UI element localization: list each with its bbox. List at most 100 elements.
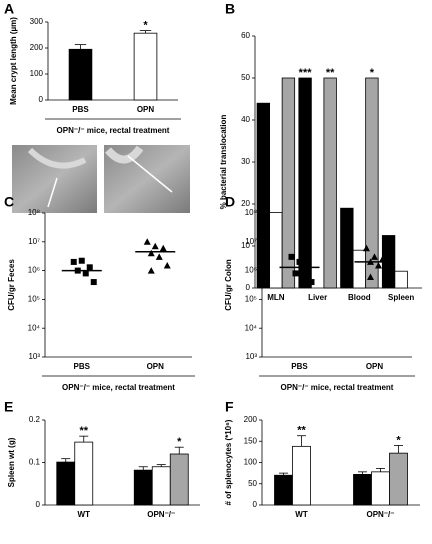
x-tick-label: OPN⁻/⁻ (147, 510, 175, 519)
significance: * (177, 436, 182, 448)
point (292, 270, 299, 277)
y-axis-label: Spleen wt (g) (7, 437, 16, 487)
significance: * (396, 434, 401, 446)
group-label: OPN⁻/⁻ mice, rectal treatment (62, 383, 175, 392)
y-tick-label: 50 (241, 73, 250, 82)
y-tick-label: 0 (253, 500, 258, 509)
bar (365, 77, 379, 289)
y-axis-label: Mean crypt length (µm) (9, 17, 18, 105)
point (151, 242, 159, 250)
point (367, 273, 374, 280)
y-tick-label: 50 (248, 479, 257, 488)
bar (256, 102, 271, 289)
arrow (127, 155, 173, 193)
point (90, 279, 97, 286)
significance: *** (299, 67, 313, 79)
x-tick-label: PBS (74, 362, 91, 371)
point (296, 258, 303, 265)
y-tick-label: 20 (241, 199, 250, 208)
bar (298, 77, 312, 289)
x-tick-label: Liver (308, 293, 327, 302)
y-tick-label: 30 (241, 157, 250, 166)
group-label: OPN⁻/⁻ mice, rectal treatment (57, 126, 170, 135)
point (288, 253, 295, 260)
y-tick-label: 100 (244, 458, 258, 467)
panel-letter: E (4, 399, 13, 415)
bar (56, 461, 76, 506)
point (300, 279, 307, 286)
y-tick-label: 200 (30, 43, 44, 52)
y-tick-label: 300 (30, 17, 44, 26)
arrow (47, 177, 58, 208)
significance: ** (326, 67, 335, 79)
bar (169, 453, 189, 506)
panel-letter: A (4, 1, 14, 17)
panel-letter: D (225, 194, 235, 210)
y-tick-label: 40 (241, 115, 250, 124)
micrograph (12, 145, 97, 213)
y-tick-label: 0 (36, 500, 41, 509)
x-tick-label: WT (78, 510, 91, 519)
point (308, 279, 315, 286)
y-axis-label: % bacterial translocation (219, 115, 228, 210)
x-tick-label: OPN (137, 105, 155, 114)
y-tick-label: 10⁷ (245, 237, 257, 246)
y-tick-label: 10⁵ (245, 295, 257, 304)
point (86, 264, 93, 271)
y-tick-label: 0 (246, 283, 251, 292)
y-tick-label: 10³ (245, 352, 257, 361)
y-tick-label: 10³ (28, 352, 40, 361)
x-tick-label: OPN (147, 362, 165, 371)
x-tick-label: Spleen (388, 293, 414, 302)
point (163, 262, 171, 269)
bar (133, 32, 158, 101)
y-tick-label: 0.2 (29, 415, 41, 424)
point (159, 244, 167, 252)
panel-letter: F (225, 399, 234, 415)
point (70, 258, 77, 265)
bar (352, 249, 367, 289)
bar (281, 77, 296, 289)
bar (394, 270, 408, 289)
panel-letter: B (225, 1, 235, 17)
significance: ** (79, 425, 88, 437)
micrograph-lumen (104, 145, 144, 164)
y-tick-label: 10⁸ (245, 208, 257, 217)
point (371, 253, 378, 260)
bar (340, 207, 354, 289)
bar (68, 48, 93, 101)
panel-letter: C (4, 194, 14, 210)
y-tick-label: 100 (30, 69, 44, 78)
bar (389, 452, 408, 506)
point (155, 253, 163, 260)
x-tick-label: PBS (291, 362, 308, 371)
point (143, 238, 151, 245)
point (78, 257, 85, 264)
bar (133, 469, 153, 506)
point (375, 262, 382, 269)
bar (74, 441, 94, 506)
bar (151, 466, 171, 506)
point (82, 270, 89, 277)
y-tick-label: 10⁶ (245, 266, 257, 275)
x-tick-label: OPN⁻/⁻ (366, 510, 394, 519)
x-tick-label: WT (295, 510, 308, 519)
y-tick-label: 200 (244, 415, 258, 424)
point (383, 269, 390, 277)
x-tick-label: PBS (72, 105, 89, 114)
point (147, 249, 155, 257)
significance: ** (297, 425, 306, 437)
group-label: OPN⁻/⁻ mice, rectal treatment (281, 383, 394, 392)
y-tick-label: 0.1 (29, 458, 41, 467)
y-tick-label: 10⁵ (28, 295, 40, 304)
x-tick-label: MLN (267, 293, 285, 302)
bar (323, 77, 337, 289)
y-tick-label: 60 (241, 31, 250, 40)
x-tick-label: Blood (348, 293, 371, 302)
x-tick-label: OPN (366, 362, 384, 371)
y-tick-label: 10 (241, 241, 250, 250)
y-axis-label: # of splenocytes (*10⁶) (224, 419, 233, 505)
significance: * (370, 67, 375, 79)
y-tick-label: 10⁶ (28, 266, 40, 275)
